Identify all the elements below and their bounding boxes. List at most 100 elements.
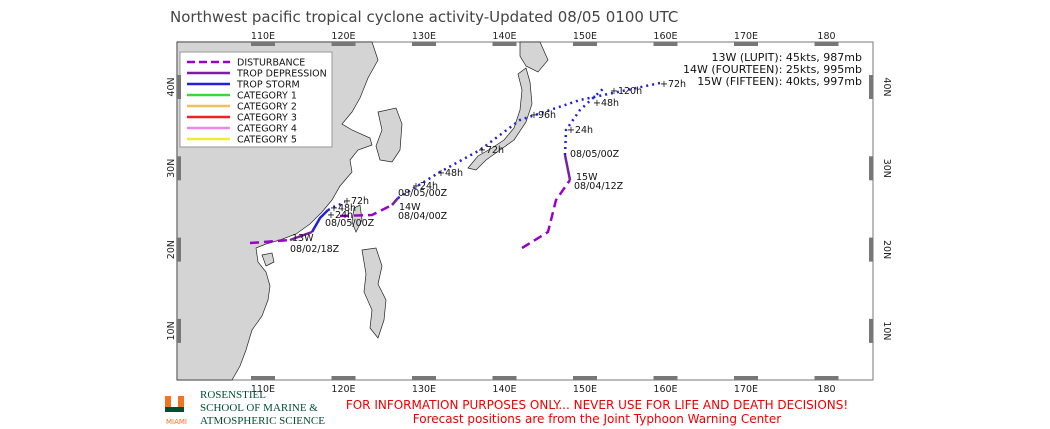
lon-label: 160E [653, 384, 677, 395]
track-label: +48h [330, 203, 356, 214]
frame-tick [869, 156, 873, 181]
lat-label: 40N [166, 77, 177, 96]
lat-label: 40N [881, 77, 892, 96]
map-labels: 110E 110E 120E 120E 130E 130E 140E 140E 150E 150E… [166, 31, 892, 395]
legend-label: DISTURBANCE [237, 58, 305, 69]
frame-tick [177, 237, 181, 262]
track-label: +24h [412, 181, 438, 192]
lon-label: 160E [653, 31, 677, 42]
track-label: 08/02/18Z [290, 244, 340, 255]
track-label: +24h [567, 125, 593, 136]
legend-label: CATEGORY 5 [237, 135, 297, 146]
storm-info: 13W (LUPIT): 45kts, 987mb [712, 51, 862, 64]
lat-label: 10N [881, 321, 892, 340]
lon-label: 180 [817, 384, 835, 395]
legend-label: CATEGORY 4 [237, 124, 297, 135]
lon-label: 150E [573, 31, 597, 42]
frame-tick [492, 376, 517, 380]
title: Northwest pacific tropical cyclone activ… [170, 8, 678, 26]
lon-label: 140E [492, 31, 516, 42]
track-label: 15W [576, 172, 598, 183]
disclaimer: FOR INFORMATION PURPOSES ONLY... NEVER U… [346, 398, 848, 412]
frame-tick [653, 376, 678, 380]
track-label: 08/05/00Z [325, 218, 375, 229]
track-label: 08/04/12Z [574, 181, 624, 192]
logo: MIAMI [165, 396, 187, 426]
track-storm [310, 209, 329, 233]
lon-label: 170E [734, 31, 758, 42]
disclaimer: Forecast positions are from the Joint Ty… [413, 412, 781, 426]
track-label: 14W [399, 202, 421, 213]
lat-label: 30N [881, 159, 892, 178]
lon-label: 110E [251, 384, 275, 395]
lat-label: 20N [166, 240, 177, 259]
frame-tick [412, 42, 436, 46]
track-disturbance [339, 203, 393, 218]
frame-tick [177, 75, 181, 99]
lat-label: 20N [881, 240, 892, 259]
storm-info: 14W (FOURTEEN): 25kts, 995mb [683, 63, 862, 76]
frame-tick [573, 376, 597, 380]
track-forecast [563, 86, 606, 156]
legend-label: CATEGORY 3 [237, 113, 297, 124]
frame-tick [734, 42, 758, 46]
track-label: +72h [660, 79, 686, 90]
frame-tick [492, 42, 517, 46]
legend-box [179, 51, 333, 148]
frame-tick [814, 42, 839, 46]
legend-label: CATEGORY 2 [237, 102, 297, 113]
track-label: +48h [593, 98, 619, 109]
frame-tick [869, 318, 873, 343]
track-depression [391, 197, 399, 206]
track-label: +24h [327, 210, 353, 221]
frame-tick [251, 376, 275, 380]
legend-label: TROP DEPRESSION [236, 69, 327, 80]
institution: ROSENSTIEL [200, 389, 266, 401]
track-disturbance [521, 179, 572, 250]
lon-label: 120E [331, 31, 355, 42]
frame-tick [573, 42, 597, 46]
lon-label: 130E [412, 384, 436, 395]
legend-label: CATEGORY 1 [237, 91, 297, 102]
logo-text: MIAMI [166, 418, 187, 426]
tracks [249, 81, 661, 250]
storm-info: 15W (FIFTEEN): 40kts, 997mb [697, 75, 862, 88]
track-depression [289, 230, 313, 242]
track-label: 08/04/00Z [398, 211, 448, 222]
institution: SCHOOL OF MARINE & [200, 402, 318, 414]
lon-label: 130E [412, 31, 436, 42]
track-label: +120h [610, 86, 642, 97]
legend-label: TROP STORM [236, 80, 300, 91]
frame-tick [251, 42, 275, 46]
track-label: +96h [530, 110, 556, 121]
frame-tick [331, 376, 356, 380]
lon-label: 110E [251, 31, 275, 42]
lon-label: 120E [331, 384, 355, 395]
frame-tick [869, 75, 873, 99]
lat-label: 30N [166, 159, 177, 178]
frame-tick [734, 376, 758, 380]
frame-tick [331, 42, 356, 46]
lon-label: 140E [492, 384, 516, 395]
lat-label: 10N [166, 321, 177, 340]
frame-tick [814, 376, 839, 380]
frame-tick [177, 318, 181, 343]
track-label: 08/05/00Z [398, 188, 448, 199]
track-label: 13W [292, 233, 314, 244]
track-label: +48h [437, 168, 463, 179]
frame-tick [869, 237, 873, 262]
institution: ATMOSPHERIC SCIENCE [200, 415, 325, 427]
track-depression [563, 154, 572, 181]
lon-label: 150E [573, 384, 597, 395]
frame-tick [177, 156, 181, 181]
track-disturbance [249, 238, 291, 245]
track-label: +72h [343, 196, 369, 207]
track-forecast [397, 81, 661, 200]
frame-tick [412, 376, 436, 380]
track-label: 08/05/00Z [570, 149, 620, 160]
lon-label: 170E [734, 384, 758, 395]
track-label: +72h [478, 145, 504, 156]
lon-label: 180 [817, 31, 835, 42]
